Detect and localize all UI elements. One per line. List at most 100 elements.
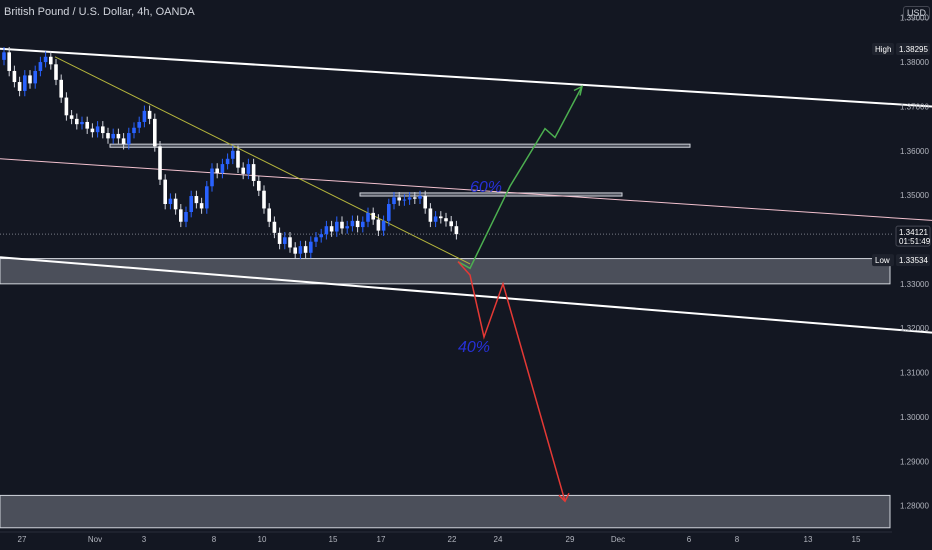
- candle-body: [241, 167, 245, 174]
- lines-layer: [0, 47, 932, 334]
- y-tick-label: 1.39000: [900, 14, 929, 23]
- candle-body: [387, 204, 391, 221]
- x-tick-label: 8: [735, 535, 740, 544]
- candle-body: [17, 82, 22, 91]
- candle-body: [340, 221, 344, 229]
- y-tick-label: 1.32000: [900, 324, 929, 333]
- candle-body: [220, 164, 225, 173]
- candle-body: [376, 219, 381, 231]
- candle-body: [210, 168, 214, 187]
- high-tag-label: High: [875, 45, 891, 54]
- candle-body: [371, 212, 375, 220]
- x-tick-label: 15: [329, 535, 338, 544]
- y-tick-label: 1.35000: [900, 191, 929, 200]
- candle-body: [319, 234, 323, 238]
- x-tick-label: Nov: [88, 535, 102, 544]
- candle-body: [147, 110, 152, 119]
- candle-body: [397, 197, 401, 201]
- bearish-projection-path: [457, 261, 566, 502]
- candle-body: [402, 199, 407, 201]
- mid-line: [0, 158, 932, 221]
- candle-body: [303, 246, 308, 253]
- bullish-projection-path: [457, 86, 583, 270]
- current-price-value: 1.34121: [899, 228, 928, 237]
- candle-body: [381, 220, 386, 231]
- candle-body: [246, 164, 251, 174]
- channel-upper-line: [0, 47, 932, 108]
- candle-body: [277, 232, 282, 244]
- candle-body: [7, 52, 11, 71]
- candle-body: [314, 237, 318, 242]
- candle-body: [433, 216, 438, 222]
- candle-body: [168, 198, 173, 205]
- candle-body: [54, 64, 58, 80]
- candle-body: [449, 221, 453, 227]
- candle-body: [205, 186, 209, 209]
- candle-body: [298, 246, 303, 254]
- candle-body: [194, 196, 199, 204]
- y-tick-label: 1.29000: [900, 457, 929, 466]
- candle-body: [106, 133, 110, 139]
- candle-body: [293, 247, 297, 254]
- high-tag-box: [896, 43, 930, 56]
- candle-body: [75, 118, 79, 125]
- candle-body: [158, 146, 162, 180]
- candle-body: [28, 75, 32, 84]
- x-tick-label: Dec: [611, 535, 625, 544]
- x-tick-label: 27: [18, 535, 27, 544]
- high-tag-value: 1.38295: [899, 45, 928, 54]
- x-tick-label: 24: [494, 535, 503, 544]
- candle-body: [137, 121, 141, 128]
- candle-body: [267, 208, 271, 222]
- candle-body: [272, 221, 277, 233]
- candle-body: [80, 121, 84, 125]
- chart-title: British Pound / U.S. Dollar, 4h, OANDA: [4, 6, 195, 18]
- candle-body: [329, 226, 334, 232]
- candle-body: [350, 220, 355, 227]
- currency-badge[interactable]: USD: [903, 6, 931, 20]
- zone-2: [0, 258, 891, 285]
- current-price-box: [895, 225, 931, 247]
- candle-body: [49, 56, 53, 65]
- candle-body: [283, 237, 287, 244]
- candle-body: [257, 180, 261, 191]
- down-arrowhead: [558, 492, 570, 503]
- candle-body: [361, 221, 365, 228]
- candle-body: [38, 62, 43, 71]
- x-tick-label: 8: [212, 535, 217, 544]
- candle-body: [392, 197, 396, 205]
- y-tick-label: 1.28000: [900, 502, 929, 511]
- candle-body: [444, 218, 448, 222]
- candle-body: [121, 138, 126, 145]
- candle-body: [95, 126, 100, 133]
- candles-layer: [2, 47, 459, 260]
- candle-body: [101, 126, 105, 134]
- candle-body: [335, 221, 339, 232]
- low-tag-label: Low: [875, 256, 890, 265]
- candle-body: [2, 52, 6, 60]
- candle-body: [179, 209, 183, 222]
- candle-body: [324, 226, 329, 235]
- candle-body: [69, 115, 74, 119]
- high-tag-label-box: [872, 43, 894, 56]
- candle-body: [132, 127, 136, 134]
- candle-body: [407, 197, 412, 200]
- up-arrowhead: [573, 85, 584, 96]
- candle-body: [262, 190, 266, 209]
- x-tick-label: 15: [852, 535, 861, 544]
- x-tick-label: 17: [377, 535, 386, 544]
- x-tick-label: 29: [566, 535, 575, 544]
- candle-body: [116, 133, 121, 139]
- candle-body: [225, 158, 230, 165]
- downtrend-line: [54, 56, 471, 265]
- candle-body: [43, 56, 48, 63]
- down-probability-label: 40%: [458, 339, 490, 356]
- candle-body: [236, 150, 240, 168]
- candle-body: [439, 216, 443, 219]
- zones-layer: [0, 143, 891, 529]
- low-tag-value: 1.33534: [899, 256, 928, 265]
- candle-body: [59, 79, 63, 98]
- y-tick-label: 1.37000: [900, 102, 929, 111]
